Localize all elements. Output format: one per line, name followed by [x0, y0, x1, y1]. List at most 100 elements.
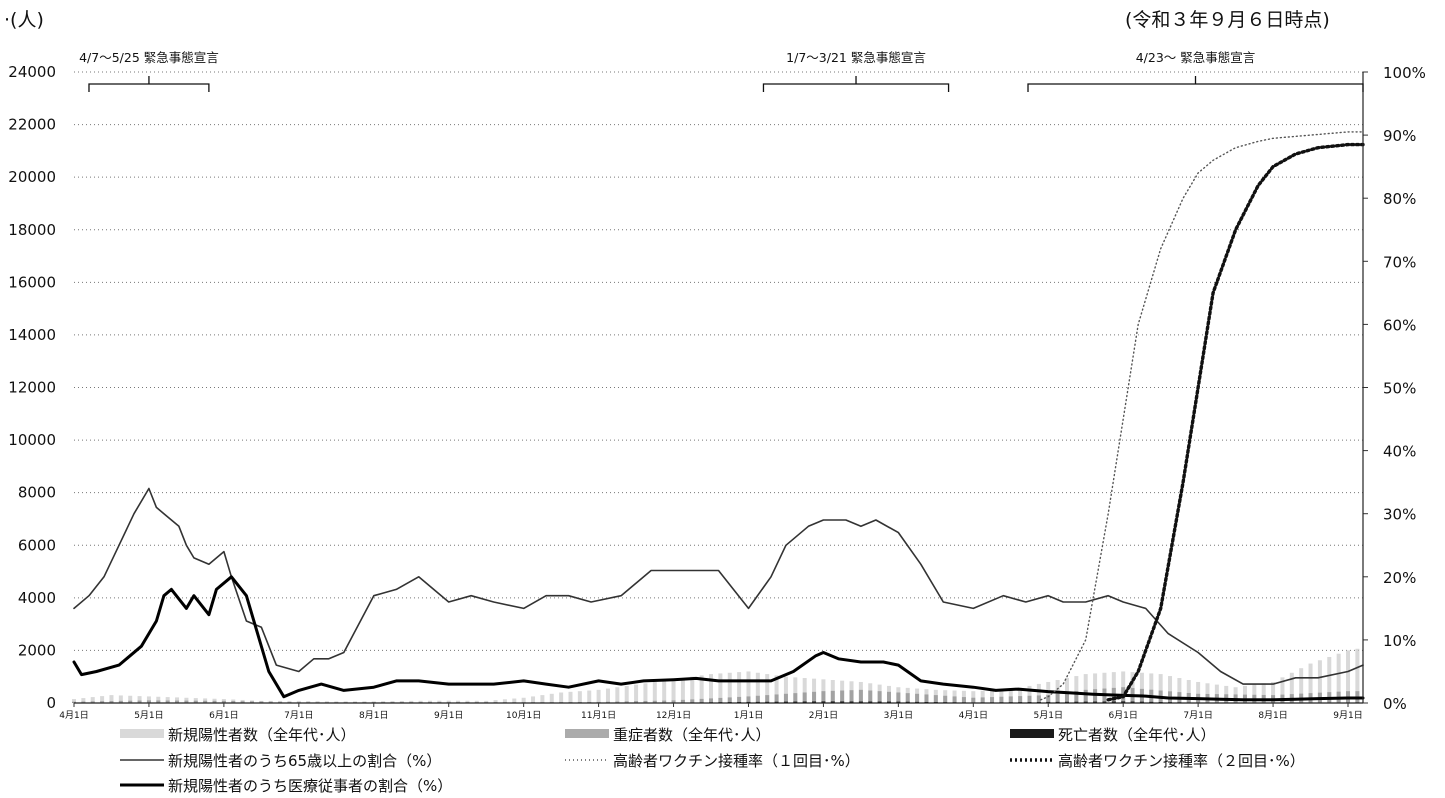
bar-severe — [100, 701, 105, 703]
bar-new_positive — [568, 691, 573, 703]
legend-item: 死亡者数（全年代･人） — [1010, 726, 1216, 744]
bar-new_positive — [165, 697, 170, 703]
y-tick-label-right: 10% — [1383, 632, 1416, 650]
bar-severe — [821, 691, 826, 703]
x-tick-label: 8月1日 — [1258, 710, 1287, 721]
bar-new_positive — [446, 700, 451, 703]
bar-new_positive — [1242, 685, 1247, 703]
bar-severe — [175, 700, 180, 703]
bar-new_positive — [184, 697, 189, 703]
bar-severe — [1055, 693, 1060, 703]
bar-severe — [971, 697, 976, 703]
bar-severe — [755, 695, 760, 703]
bar-new_positive — [81, 698, 86, 703]
x-tick-label: 12月1日 — [656, 710, 691, 721]
legend-item: 新規陽性者のうち65歳以上の割合（%） — [120, 752, 441, 770]
bar-new_positive — [652, 681, 657, 703]
axes: 0 2000 4000 6000 8000 10000 12000 14000 16000 180… — [8, 63, 1426, 721]
bar-severe — [156, 700, 161, 703]
bar-new_positive — [1027, 685, 1032, 703]
legend-item: 高齢者ワクチン接種率（２回目･%） — [1010, 752, 1305, 770]
x-tick-label: 6月1日 — [1108, 710, 1137, 721]
bar-new_positive — [793, 677, 798, 703]
bar-new_positive — [1186, 679, 1191, 703]
bar-severe — [268, 701, 273, 703]
y-tick-label-right: 0% — [1383, 695, 1407, 713]
bar-new_positive — [1158, 674, 1163, 703]
as-of-note: (令和３年９月６日時点) — [1125, 9, 1330, 31]
bar-deaths — [793, 701, 798, 703]
bar-new_positive — [1168, 676, 1173, 703]
legend-label: 重症者数（全年代･人） — [613, 726, 771, 744]
bar-new_positive — [1111, 672, 1116, 703]
bar-new_positive — [1130, 672, 1135, 703]
line-series — [72, 131, 1365, 702]
bar-severe — [1046, 695, 1051, 703]
bar-severe — [709, 698, 714, 703]
y-tick-label-right: 40% — [1383, 443, 1416, 461]
y-tick-label-left: 18000 — [8, 221, 56, 239]
bar-new_positive — [1336, 653, 1341, 703]
bar-new_positive — [109, 695, 114, 703]
bar-new_positive — [1280, 677, 1285, 703]
bar-new_positive — [90, 697, 95, 703]
period-label: 1/7～3/21 緊急事態宣言 — [786, 50, 926, 65]
bar-severe — [830, 690, 835, 703]
bar-new_positive — [1036, 683, 1041, 703]
y-tick-label-right: 80% — [1383, 190, 1416, 208]
bar-new_positive — [1149, 673, 1154, 703]
bar-severe — [643, 700, 648, 703]
bar-deaths — [849, 701, 854, 703]
bar-severe — [718, 697, 723, 703]
bar-new_positive — [1261, 683, 1266, 703]
bar-severe — [868, 690, 873, 703]
bar-new_positive — [1139, 672, 1144, 703]
bar-new_positive — [437, 700, 442, 703]
line-vaccine_2nd — [1106, 142, 1365, 702]
bar-severe — [933, 695, 938, 703]
bar-severe — [605, 701, 610, 703]
bar-severe — [259, 701, 264, 703]
x-tick-label: 2月1日 — [809, 710, 838, 721]
legend-label: 死亡者数（全年代･人） — [1058, 726, 1216, 744]
y-tick-label-right: 60% — [1383, 316, 1416, 334]
bar-deaths — [783, 701, 788, 703]
x-tick-label: 9月1日 — [434, 710, 463, 721]
bar-new_positive — [203, 698, 208, 703]
bar-new_positive — [755, 672, 760, 703]
bar-new_positive — [615, 687, 620, 703]
bar-deaths — [886, 701, 891, 703]
bar-severe — [109, 701, 114, 703]
bar-new_positive — [502, 699, 507, 703]
bar-severe — [212, 700, 217, 703]
bar-new_positive — [718, 673, 723, 703]
bar-deaths — [868, 701, 873, 703]
x-tick-label: 5月1日 — [134, 710, 163, 721]
legend-item: 高齢者ワクチン接種率（１回目･%） — [565, 752, 860, 770]
bar-new_positive — [493, 700, 498, 703]
bar-severe — [81, 701, 86, 703]
y-tick-label-right: 100% — [1383, 64, 1426, 82]
bar-severe — [249, 701, 254, 703]
bar-severe — [990, 697, 995, 703]
bar-new_positive — [727, 672, 732, 703]
bar-severe — [746, 696, 751, 703]
bar-severe — [146, 700, 151, 703]
line-vaccine_1st — [1040, 131, 1364, 701]
legend-item: 新規陽性者のうち医療従事者の割合（%） — [120, 777, 452, 795]
bar-severe — [680, 699, 685, 703]
bar-severe — [118, 700, 123, 703]
bar-severe — [858, 689, 863, 703]
bar-deaths — [1121, 701, 1126, 703]
bar-severe — [980, 697, 985, 703]
bar-deaths — [802, 701, 807, 703]
bar-new_positive — [549, 693, 554, 703]
bar-new_positive — [540, 695, 545, 703]
legend: 新規陽性者数（全年代･人） 重症者数（全年代･人） 死亡者数（全年代･人） 新規陽性者… — [120, 726, 1305, 795]
bar-new_positive — [1177, 678, 1182, 703]
legend-swatch — [120, 729, 164, 738]
bar-new_positive — [1299, 668, 1304, 703]
y-tick-label-left: 20000 — [8, 168, 56, 186]
bar-severe — [961, 697, 966, 703]
y-tick-label-left: 0 — [46, 694, 56, 712]
